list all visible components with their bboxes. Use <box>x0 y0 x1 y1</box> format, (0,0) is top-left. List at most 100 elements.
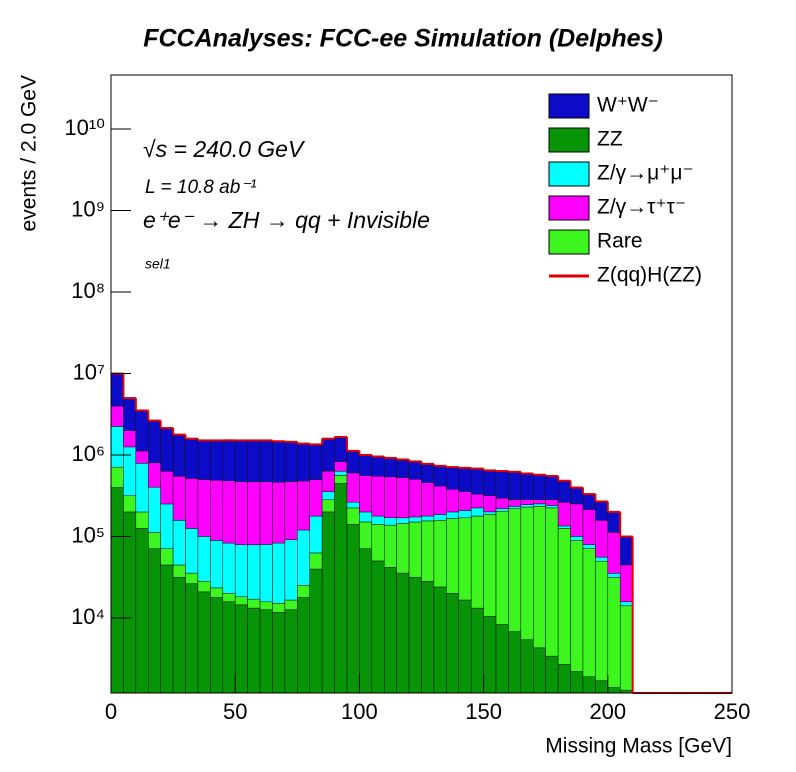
histogram-bar <box>123 495 137 513</box>
legend-label: W⁺W⁻ <box>597 94 659 117</box>
histogram-bar <box>483 470 497 496</box>
histogram-bar <box>160 564 174 694</box>
histogram-bar <box>234 440 248 483</box>
histogram-bar <box>545 655 559 694</box>
histogram-bar <box>508 508 522 632</box>
histogram-bar <box>359 475 373 513</box>
x-tick-label: 50 <box>223 699 247 724</box>
histogram-bar <box>123 397 137 431</box>
histogram-bar <box>619 536 633 566</box>
histogram-bar <box>396 572 410 694</box>
histogram-bar <box>495 624 509 694</box>
histogram-bar <box>172 564 186 578</box>
histogram-bar <box>470 607 484 694</box>
histogram-bar <box>458 510 472 519</box>
histogram-bar <box>234 481 248 545</box>
histogram-bar <box>483 615 497 694</box>
histogram-bar <box>148 548 161 694</box>
histogram-bar <box>533 647 546 694</box>
histogram-bar <box>570 671 584 694</box>
histogram-bar <box>259 544 273 603</box>
histogram-bar <box>346 450 360 474</box>
histogram-bar <box>160 503 174 549</box>
histogram-bar <box>433 586 447 694</box>
histogram-bar <box>346 501 360 509</box>
histogram-bar <box>359 521 373 549</box>
y-tick-label: 10¹⁰ <box>64 115 105 140</box>
histogram-bar <box>321 491 335 501</box>
histogram-bar <box>185 438 199 479</box>
histogram-bar <box>185 583 199 694</box>
histogram-bar <box>520 499 534 505</box>
histogram-bar <box>383 476 397 519</box>
histogram-bar <box>334 483 348 694</box>
histogram-bar <box>383 457 397 478</box>
histogram-bar <box>185 572 199 584</box>
histogram-bar <box>272 542 286 604</box>
histogram-bar <box>483 495 497 513</box>
legend-swatch <box>548 195 590 221</box>
y-tick-label: 10⁷ <box>73 359 105 384</box>
histogram-bar <box>309 515 323 554</box>
histogram-bar <box>321 511 335 694</box>
histogram-bar <box>495 470 509 499</box>
histogram-bar <box>371 524 385 562</box>
x-tick-label: 250 <box>714 699 751 724</box>
histogram-bar <box>284 539 298 601</box>
histogram-bar <box>259 440 273 482</box>
histogram-bar <box>210 587 224 598</box>
histogram-bar <box>520 639 534 694</box>
histogram-bar <box>297 480 310 531</box>
histogram-bar <box>421 515 435 522</box>
histogram-bar <box>495 497 509 509</box>
histogram-bar <box>321 438 335 472</box>
y-axis-label: events / 2.0 GeV <box>18 75 41 231</box>
histogram-bar <box>135 463 149 513</box>
histogram-bar <box>234 596 248 606</box>
histogram-bar <box>371 515 385 525</box>
histogram-bar <box>458 467 472 492</box>
histogram-bar <box>533 474 546 500</box>
histogram-bar <box>346 524 360 694</box>
y-tick-label: 10⁹ <box>71 196 105 221</box>
histogram-bar <box>172 434 186 477</box>
histogram-bar <box>371 476 385 517</box>
histogram-bar <box>259 601 273 611</box>
histogram-bar <box>247 598 261 609</box>
histogram-bar <box>619 564 633 603</box>
histogram-bar <box>433 485 447 515</box>
histogram-bar <box>284 609 298 694</box>
histogram-bar <box>533 503 546 507</box>
histogram-bar <box>321 470 335 492</box>
histogram-bar <box>408 479 422 518</box>
histogram-bar <box>135 410 149 452</box>
histogram-bar <box>135 528 149 694</box>
histogram-bar <box>222 593 236 603</box>
annotation: e⁺e⁻ → ZH → qq + Invisible <box>143 207 430 233</box>
legend-swatch <box>548 161 590 187</box>
y-tick-label: 10⁵ <box>71 522 105 547</box>
histogram-bar <box>334 475 348 484</box>
histogram-bar <box>247 607 261 694</box>
histogram-bar <box>396 477 410 519</box>
histogram-bar <box>359 548 373 694</box>
histogram-bar <box>458 491 472 511</box>
histogram-bar <box>160 427 174 472</box>
histogram-bar <box>160 471 174 505</box>
histogram-bar <box>197 536 211 582</box>
histogram-bar <box>148 532 161 549</box>
histogram-bar <box>582 493 596 510</box>
histogram-bar <box>495 508 509 512</box>
y-tick-label: 10⁴ <box>71 604 105 629</box>
frame <box>110 74 733 694</box>
histogram-bar <box>334 461 348 472</box>
histogram-bar <box>570 487 584 505</box>
histogram-bar <box>470 493 484 509</box>
histogram-bar <box>557 502 571 527</box>
histogram-bar <box>110 373 124 407</box>
histogram-bar <box>396 523 410 574</box>
histogram-bar <box>123 446 137 496</box>
x-tick-label: 100 <box>341 699 378 724</box>
histogram-bar <box>607 577 621 688</box>
